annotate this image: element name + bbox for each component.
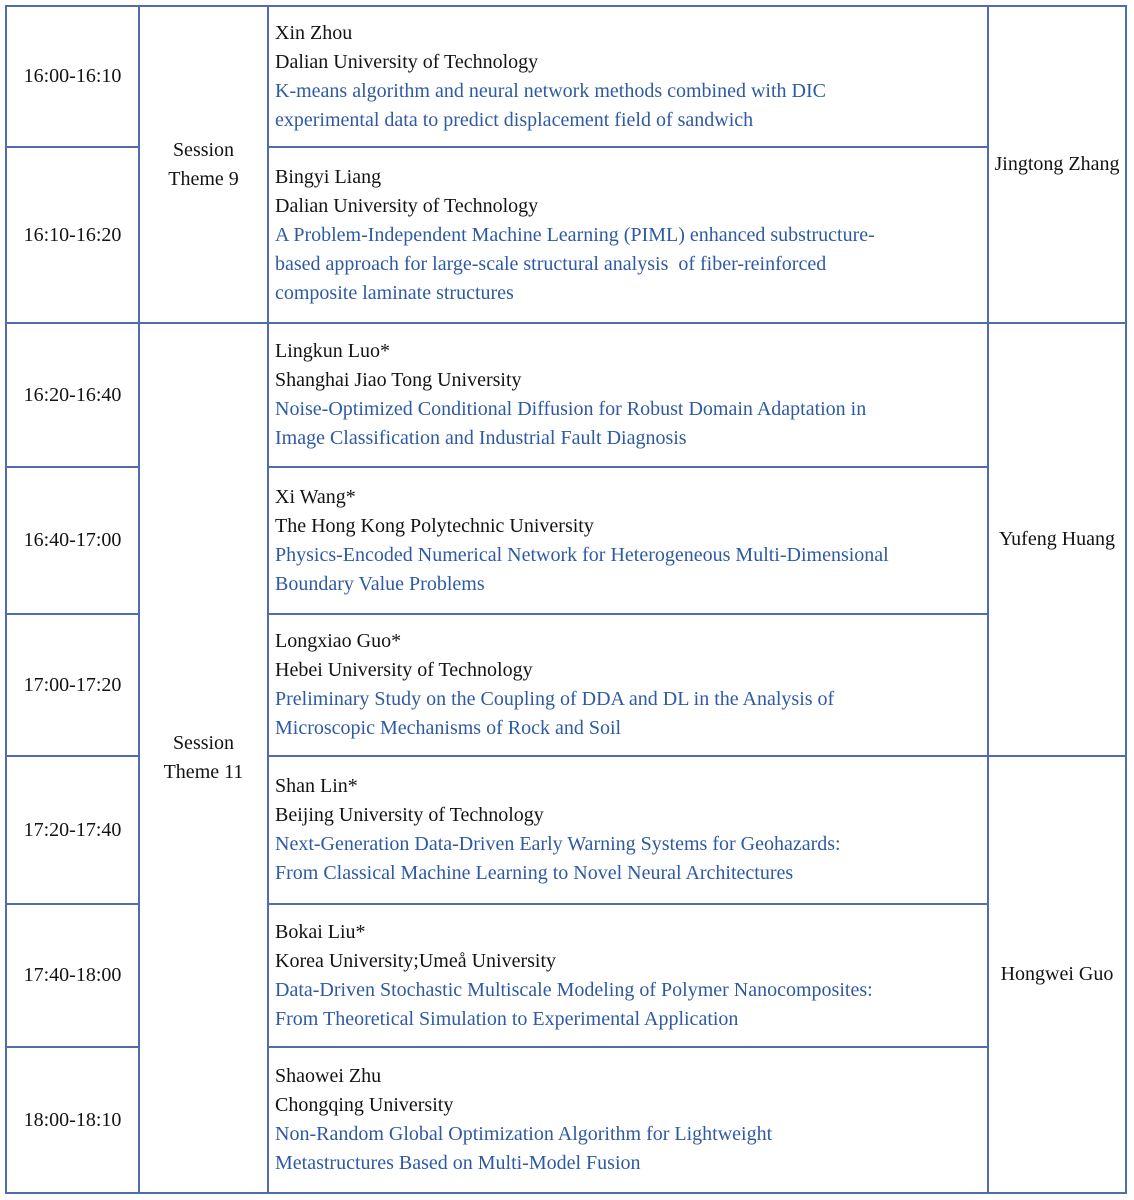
- schedule-row: 17:00-17:20 Longxiao Guo* Hebei Universi…: [5, 613, 1126, 757]
- speaker-affiliation: The Hong Kong Polytechnic University: [275, 514, 594, 537]
- time-cell: 16:00-16:10: [5, 5, 140, 148]
- talk-title: A Problem-Independent Machine Learning (…: [275, 223, 875, 304]
- schedule-row: 16:40-17:00 Xi Wang* The Hong Kong Polyt…: [5, 466, 1126, 615]
- talk-title: Non-Random Global Optimization Algorithm…: [275, 1123, 773, 1174]
- speaker-affiliation: Korea University;Umeå University: [275, 949, 557, 972]
- time-cell: 16:40-17:00: [5, 466, 140, 615]
- talk-title: K-means algorithm and neural network met…: [275, 79, 826, 131]
- schedule-row: 17:20-17:40 Shan Lin* Beijing University…: [5, 755, 1127, 1194]
- speaker-affiliation: Chongqing University: [275, 1094, 454, 1116]
- talk-title: Next-Generation Data-Driven Early Warnin…: [275, 833, 841, 884]
- talk-cell: Shaowei Zhu Chongqing University Non-Ran…: [267, 1046, 989, 1194]
- speaker-name: Bokai Liu*: [275, 920, 366, 943]
- chair-cell: Hongwei Guo: [987, 755, 1127, 1194]
- speaker-affiliation: Dalian University of Technology: [275, 50, 539, 73]
- conference-schedule-table: 16:00-16:10 Session Theme 9 Xin Zhou Dal…: [5, 5, 1127, 1194]
- time-cell: 17:40-18:00: [5, 903, 140, 1048]
- chair-cell: Yufeng Huang: [987, 322, 1127, 757]
- time-cell: 16:10-16:20: [5, 146, 140, 324]
- speaker-name: Xin Zhou: [275, 21, 353, 44]
- speaker-affiliation: Dalian University of Technology: [275, 194, 539, 217]
- speaker-name: Bingyi Liang: [275, 165, 382, 188]
- speaker-affiliation: Shanghai Jiao Tong University: [275, 369, 522, 391]
- talk-cell: Lingkun Luo* Shanghai Jiao Tong Universi…: [267, 322, 989, 468]
- speaker-name: Xi Wang*: [275, 485, 356, 508]
- talk-cell: Longxiao Guo* Hebei University of Techno…: [267, 613, 989, 757]
- speaker-affiliation: Hebei University of Technology: [275, 659, 533, 681]
- schedule-row: 17:40-18:00 Bokai Liu* Korea University;…: [5, 903, 1126, 1048]
- session-theme-11-cell: Session Theme 11: [138, 322, 269, 1194]
- talk-title: Noise-Optimized Conditional Diffusion fo…: [275, 398, 867, 449]
- chair-cell: Jingtong Zhang: [987, 5, 1127, 324]
- schedule-row: 16:10-16:20 Bingyi Liang Dalian Universi…: [5, 146, 1126, 324]
- speaker-name: Longxiao Guo*: [275, 630, 402, 652]
- talk-title: Data-Driven Stochastic Multiscale Modeli…: [275, 978, 873, 1030]
- schedule-row: 16:00-16:10 Session Theme 9 Xin Zhou Dal…: [5, 5, 1127, 324]
- session-theme-9-cell: Session Theme 9: [138, 5, 269, 324]
- talk-title: Preliminary Study on the Coupling of DDA…: [275, 688, 835, 739]
- time-cell: 17:00-17:20: [5, 613, 140, 757]
- speaker-name: Shan Lin*: [275, 775, 358, 797]
- talk-cell: Xin Zhou Dalian University of Technology…: [267, 5, 989, 148]
- time-cell: 16:20-16:40: [5, 322, 140, 468]
- time-cell: 18:00-18:10: [5, 1046, 140, 1194]
- speaker-name: Shaowei Zhu: [275, 1065, 382, 1087]
- speaker-name: Lingkun Luo*: [275, 340, 390, 362]
- speaker-affiliation: Beijing University of Technology: [275, 804, 544, 826]
- time-cell: 17:20-17:40: [5, 755, 140, 905]
- schedule-row: 16:20-16:40 Session Theme 11 Lingkun Luo…: [5, 322, 1127, 1194]
- talk-cell: Bingyi Liang Dalian University of Techno…: [267, 146, 989, 324]
- talk-cell: Shan Lin* Beijing University of Technolo…: [267, 755, 989, 905]
- schedule-row: 18:00-18:10 Shaowei Zhu Chongqing Univer…: [5, 1046, 1126, 1194]
- talk-title: Physics-Encoded Numerical Network for He…: [275, 543, 889, 595]
- talk-cell: Bokai Liu* Korea University;Umeå Univers…: [267, 903, 989, 1048]
- talk-cell: Xi Wang* The Hong Kong Polytechnic Unive…: [267, 466, 989, 615]
